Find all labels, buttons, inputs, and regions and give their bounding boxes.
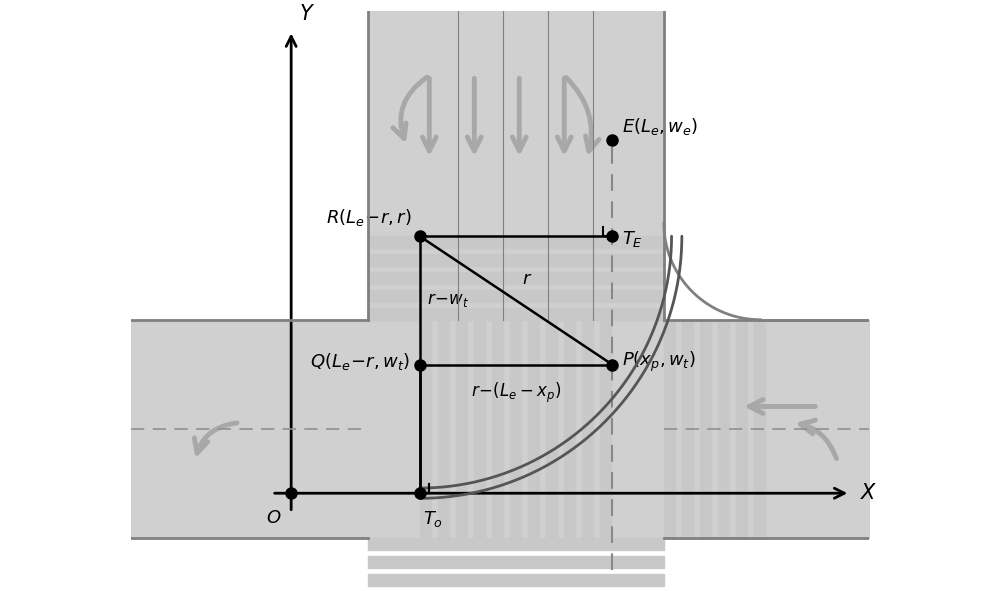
Text: $O$: $O$ [266,509,282,527]
Text: $Q(L_e\!-\!r,w_t)$: $Q(L_e\!-\!r,w_t)$ [310,351,410,372]
Text: $R(L_e\!-\!r,r)$: $R(L_e\!-\!r,r)$ [326,207,412,229]
Text: $T_E$: $T_E$ [622,229,643,249]
Text: $r\!-\!w_t$: $r\!-\!w_t$ [427,291,470,310]
Text: $r\!-\!(L_e - x_p)$: $r\!-\!(L_e - x_p)$ [471,381,561,405]
Text: $r$: $r$ [522,269,533,288]
Text: $T_o$: $T_o$ [423,509,443,530]
Text: $P(x_p,w_t)$: $P(x_p,w_t)$ [622,349,696,374]
Text: $E(L_e,w_e)$: $E(L_e,w_e)$ [622,116,698,137]
Text: $Y$: $Y$ [299,4,315,24]
Text: $X$: $X$ [860,483,877,503]
